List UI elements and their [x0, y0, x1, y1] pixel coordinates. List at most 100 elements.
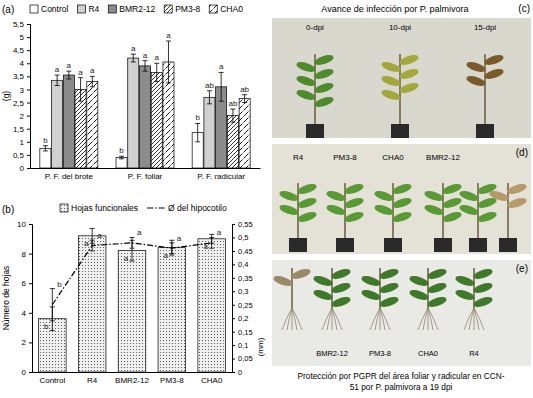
tick-label: 0,1: [238, 341, 248, 350]
leaf: [278, 189, 299, 203]
photo: (e)BMR2-12PM3-8CHA0R4: [272, 260, 531, 366]
tick-label: 4: [20, 59, 25, 68]
error-bar-stem: [92, 240, 93, 251]
error-bar: [66, 71, 71, 79]
legend-swatch: [108, 5, 116, 13]
error-bar-cap: [131, 61, 136, 62]
error-bar: [154, 63, 159, 81]
error-bar-cap: [50, 330, 55, 331]
root: [418, 308, 428, 330]
stem: [484, 54, 486, 124]
leaf: [313, 95, 334, 109]
tick-label: 0,5: [13, 151, 25, 160]
error-bar: [169, 240, 174, 255]
tick-mark: [232, 264, 235, 265]
tick-mark: [27, 76, 30, 77]
stem: [473, 268, 475, 308]
error-bar: [130, 237, 135, 248]
leaf: [506, 182, 527, 196]
error-bar-stem: [132, 237, 133, 248]
tick: 3,5: [13, 72, 30, 81]
error-bar-cap: [43, 150, 48, 151]
photo-label: R4: [293, 153, 304, 162]
leaf: [378, 295, 399, 309]
root: [380, 308, 381, 330]
leaf: [312, 274, 333, 288]
legend-swatch: [60, 204, 68, 212]
x-axis: ControlR4BMR2-12PM3-8CHA0: [33, 372, 233, 385]
error-bar: [209, 237, 214, 248]
leaf: [465, 74, 486, 88]
figure: bbbaaabaaaaaabaaab00,511,522,533,544,555…: [0, 0, 533, 398]
significance-letter: b: [195, 113, 200, 122]
leaf: [423, 203, 444, 217]
tick-mark: [27, 155, 30, 156]
tick-label: 0,55: [238, 220, 253, 229]
root: [292, 308, 297, 330]
error-bar-cap: [195, 141, 200, 142]
tick-label: 4: [22, 309, 27, 318]
significance-letter: a: [84, 239, 89, 248]
leaf: [426, 267, 447, 281]
photo-label: CHA0: [418, 349, 438, 358]
leaf: [343, 182, 364, 196]
plot-area: [39, 228, 226, 372]
leaf: [272, 274, 293, 288]
leaf: [313, 81, 334, 95]
leaf: [325, 189, 346, 203]
significance-letter: a: [203, 242, 208, 251]
photo-label: 0-dpi: [306, 23, 324, 32]
error-bar: [50, 289, 55, 321]
error-bar-stem: [171, 243, 172, 254]
root: [292, 308, 302, 330]
error-bar-cap: [130, 248, 135, 249]
tick-label: 10: [17, 220, 26, 229]
legend-item: BMR2-12: [108, 4, 155, 14]
error-bar-stem: [92, 76, 93, 86]
tick: 0,25: [232, 301, 253, 310]
root: [327, 308, 332, 330]
tick-mark: [27, 142, 30, 143]
error-bar-cap: [90, 240, 95, 241]
error-bar-cap: [55, 85, 60, 86]
root: [332, 308, 333, 330]
tick: P. F. del brote: [45, 168, 94, 181]
tick-label: 2: [22, 338, 27, 347]
error-bar: [131, 54, 136, 62]
error-bar: [55, 75, 60, 85]
leaf: [483, 67, 504, 81]
tick: CHA0: [201, 372, 223, 385]
error-bar-stem: [197, 123, 198, 141]
legend-label: R4: [88, 4, 99, 14]
legend-label: Control: [41, 4, 69, 14]
significance-letter: a: [124, 254, 129, 263]
error-bar-cap: [230, 109, 235, 110]
significance-letter: a: [166, 31, 171, 40]
tick-label: 0,3: [238, 287, 248, 296]
tick-mark: [232, 251, 235, 252]
leaf: [380, 74, 401, 88]
leaf: [408, 274, 429, 288]
significance-letter: a: [55, 65, 60, 74]
tick-label: 0: [20, 164, 25, 173]
photo-background: [272, 18, 531, 138]
root: [375, 308, 380, 330]
bar: [75, 89, 86, 168]
error-bar-cap: [219, 72, 224, 73]
error-bar-cap: [90, 250, 95, 251]
error-bar-stem: [211, 237, 212, 248]
error-bar-stem: [57, 75, 58, 85]
panel-label: (c): [518, 3, 530, 14]
tick-label: 0: [22, 368, 27, 377]
bar: [158, 248, 186, 372]
error-bar: [207, 91, 212, 104]
tick-label: 0,2: [238, 314, 248, 323]
tick-mark: [27, 50, 30, 51]
significance-letter: b: [119, 146, 124, 155]
legend-label: CHA0: [220, 4, 243, 14]
leaf: [488, 189, 509, 203]
leaf: [408, 288, 429, 302]
error-bar: [169, 243, 174, 254]
tick-mark: [232, 278, 235, 279]
axis-line: [29, 225, 33, 373]
